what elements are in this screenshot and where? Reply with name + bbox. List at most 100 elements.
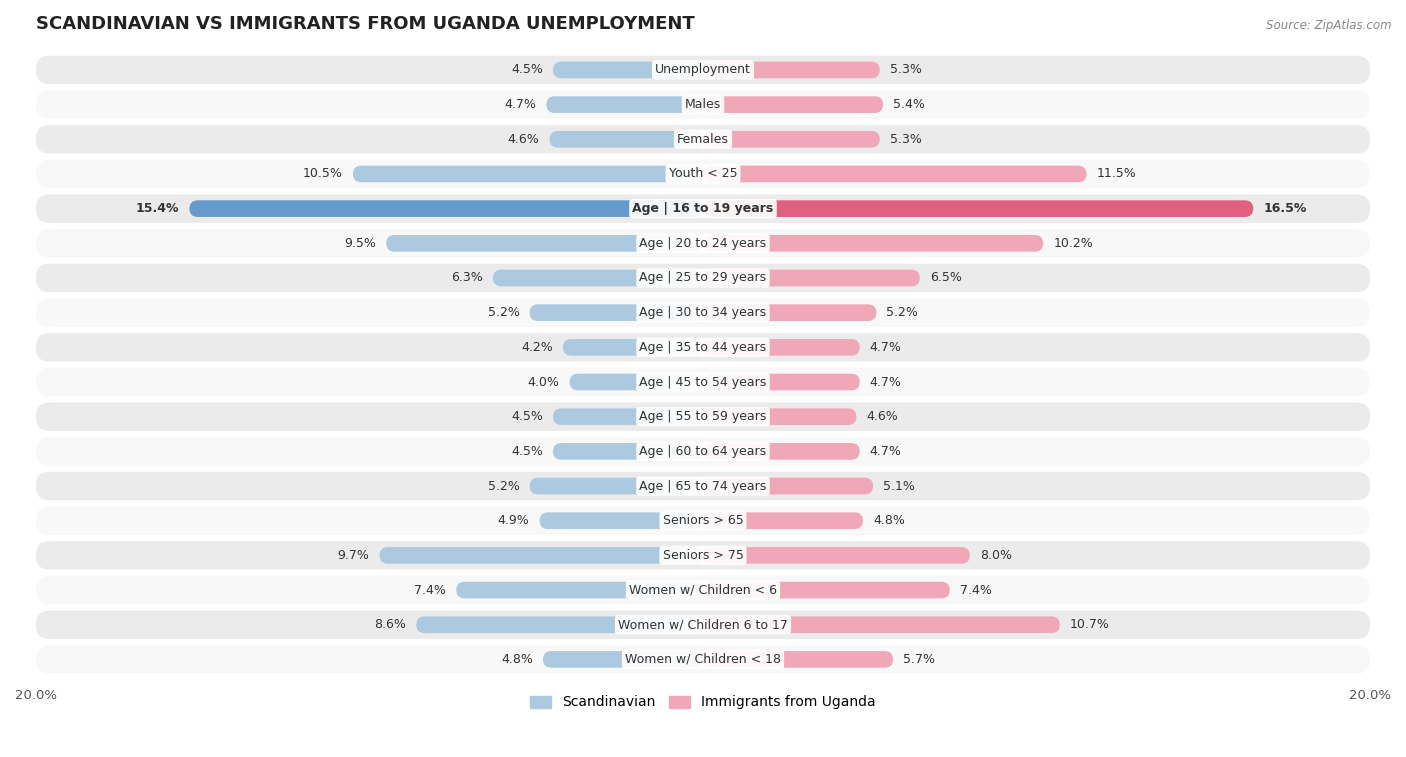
Text: Unemployment: Unemployment bbox=[655, 64, 751, 76]
Text: Age | 60 to 64 years: Age | 60 to 64 years bbox=[640, 445, 766, 458]
Text: 4.2%: 4.2% bbox=[522, 341, 553, 354]
Text: 16.5%: 16.5% bbox=[1263, 202, 1306, 215]
FancyBboxPatch shape bbox=[703, 443, 859, 459]
FancyBboxPatch shape bbox=[550, 131, 703, 148]
FancyBboxPatch shape bbox=[37, 333, 1369, 362]
FancyBboxPatch shape bbox=[703, 581, 950, 598]
FancyBboxPatch shape bbox=[353, 166, 703, 182]
FancyBboxPatch shape bbox=[37, 645, 1369, 674]
Text: Age | 25 to 29 years: Age | 25 to 29 years bbox=[640, 272, 766, 285]
FancyBboxPatch shape bbox=[37, 125, 1369, 154]
Text: 8.6%: 8.6% bbox=[374, 618, 406, 631]
Text: Age | 35 to 44 years: Age | 35 to 44 years bbox=[640, 341, 766, 354]
FancyBboxPatch shape bbox=[703, 201, 1253, 217]
FancyBboxPatch shape bbox=[37, 611, 1369, 639]
FancyBboxPatch shape bbox=[569, 374, 703, 391]
FancyBboxPatch shape bbox=[703, 304, 876, 321]
Text: 4.9%: 4.9% bbox=[498, 514, 530, 527]
FancyBboxPatch shape bbox=[703, 651, 893, 668]
Text: 6.3%: 6.3% bbox=[451, 272, 482, 285]
Text: Women w/ Children < 6: Women w/ Children < 6 bbox=[628, 584, 778, 597]
FancyBboxPatch shape bbox=[37, 541, 1369, 569]
Text: 4.8%: 4.8% bbox=[873, 514, 905, 527]
Text: 4.0%: 4.0% bbox=[527, 375, 560, 388]
FancyBboxPatch shape bbox=[553, 61, 703, 78]
FancyBboxPatch shape bbox=[530, 478, 703, 494]
Text: 4.5%: 4.5% bbox=[510, 445, 543, 458]
Text: 5.4%: 5.4% bbox=[893, 98, 925, 111]
FancyBboxPatch shape bbox=[703, 269, 920, 286]
Text: 4.8%: 4.8% bbox=[501, 653, 533, 666]
FancyBboxPatch shape bbox=[37, 160, 1369, 188]
Text: Source: ZipAtlas.com: Source: ZipAtlas.com bbox=[1267, 19, 1392, 32]
Text: 9.5%: 9.5% bbox=[344, 237, 377, 250]
FancyBboxPatch shape bbox=[530, 304, 703, 321]
FancyBboxPatch shape bbox=[387, 235, 703, 251]
Text: Seniors > 65: Seniors > 65 bbox=[662, 514, 744, 527]
Text: 5.2%: 5.2% bbox=[488, 479, 520, 493]
Text: 10.7%: 10.7% bbox=[1070, 618, 1109, 631]
Text: Age | 65 to 74 years: Age | 65 to 74 years bbox=[640, 479, 766, 493]
Text: 4.7%: 4.7% bbox=[505, 98, 536, 111]
FancyBboxPatch shape bbox=[703, 166, 1087, 182]
Text: 4.6%: 4.6% bbox=[866, 410, 898, 423]
FancyBboxPatch shape bbox=[494, 269, 703, 286]
FancyBboxPatch shape bbox=[703, 131, 880, 148]
FancyBboxPatch shape bbox=[37, 403, 1369, 431]
FancyBboxPatch shape bbox=[703, 374, 859, 391]
Text: Age | 20 to 24 years: Age | 20 to 24 years bbox=[640, 237, 766, 250]
Text: 5.3%: 5.3% bbox=[890, 64, 922, 76]
Text: Seniors > 75: Seniors > 75 bbox=[662, 549, 744, 562]
FancyBboxPatch shape bbox=[543, 651, 703, 668]
Text: 4.6%: 4.6% bbox=[508, 132, 540, 146]
FancyBboxPatch shape bbox=[703, 96, 883, 113]
FancyBboxPatch shape bbox=[703, 616, 1060, 633]
Text: Males: Males bbox=[685, 98, 721, 111]
FancyBboxPatch shape bbox=[703, 478, 873, 494]
Text: 5.7%: 5.7% bbox=[903, 653, 935, 666]
Text: 4.7%: 4.7% bbox=[870, 375, 901, 388]
FancyBboxPatch shape bbox=[37, 298, 1369, 327]
Text: Age | 55 to 59 years: Age | 55 to 59 years bbox=[640, 410, 766, 423]
Text: 7.4%: 7.4% bbox=[960, 584, 991, 597]
Text: SCANDINAVIAN VS IMMIGRANTS FROM UGANDA UNEMPLOYMENT: SCANDINAVIAN VS IMMIGRANTS FROM UGANDA U… bbox=[37, 15, 695, 33]
FancyBboxPatch shape bbox=[547, 96, 703, 113]
FancyBboxPatch shape bbox=[37, 437, 1369, 466]
FancyBboxPatch shape bbox=[703, 61, 880, 78]
Legend: Scandinavian, Immigrants from Uganda: Scandinavian, Immigrants from Uganda bbox=[524, 690, 882, 715]
FancyBboxPatch shape bbox=[703, 547, 970, 564]
Text: 15.4%: 15.4% bbox=[136, 202, 180, 215]
FancyBboxPatch shape bbox=[37, 195, 1369, 223]
FancyBboxPatch shape bbox=[380, 547, 703, 564]
FancyBboxPatch shape bbox=[703, 512, 863, 529]
FancyBboxPatch shape bbox=[456, 581, 703, 598]
Text: 6.5%: 6.5% bbox=[929, 272, 962, 285]
FancyBboxPatch shape bbox=[416, 616, 703, 633]
Text: 4.5%: 4.5% bbox=[510, 410, 543, 423]
FancyBboxPatch shape bbox=[37, 472, 1369, 500]
FancyBboxPatch shape bbox=[540, 512, 703, 529]
FancyBboxPatch shape bbox=[37, 576, 1369, 604]
FancyBboxPatch shape bbox=[703, 408, 856, 425]
Text: 9.7%: 9.7% bbox=[337, 549, 370, 562]
Text: 4.5%: 4.5% bbox=[510, 64, 543, 76]
Text: 10.5%: 10.5% bbox=[302, 167, 343, 180]
FancyBboxPatch shape bbox=[37, 368, 1369, 396]
FancyBboxPatch shape bbox=[37, 90, 1369, 119]
Text: Youth < 25: Youth < 25 bbox=[669, 167, 737, 180]
FancyBboxPatch shape bbox=[37, 56, 1369, 84]
Text: Age | 16 to 19 years: Age | 16 to 19 years bbox=[633, 202, 773, 215]
FancyBboxPatch shape bbox=[562, 339, 703, 356]
Text: 11.5%: 11.5% bbox=[1097, 167, 1136, 180]
FancyBboxPatch shape bbox=[553, 408, 703, 425]
Text: 5.1%: 5.1% bbox=[883, 479, 915, 493]
Text: Age | 30 to 34 years: Age | 30 to 34 years bbox=[640, 306, 766, 319]
Text: Women w/ Children < 18: Women w/ Children < 18 bbox=[626, 653, 780, 666]
FancyBboxPatch shape bbox=[190, 201, 703, 217]
FancyBboxPatch shape bbox=[37, 263, 1369, 292]
Text: 7.4%: 7.4% bbox=[415, 584, 446, 597]
FancyBboxPatch shape bbox=[703, 235, 1043, 251]
Text: Age | 45 to 54 years: Age | 45 to 54 years bbox=[640, 375, 766, 388]
FancyBboxPatch shape bbox=[37, 229, 1369, 257]
Text: 10.2%: 10.2% bbox=[1053, 237, 1092, 250]
